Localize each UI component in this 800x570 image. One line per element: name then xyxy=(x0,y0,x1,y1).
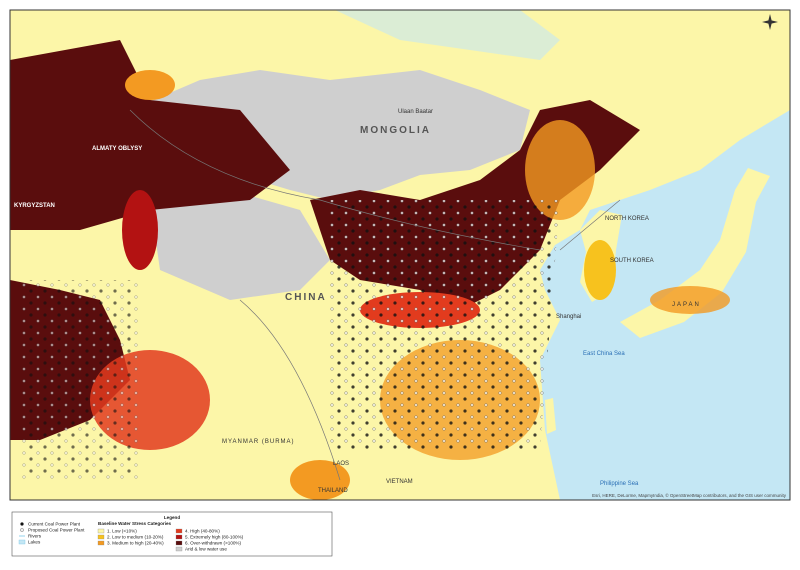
country-label: NORTH KOREA xyxy=(605,216,649,222)
sea-label: East China Sea xyxy=(583,351,625,357)
stress-3 xyxy=(650,286,730,314)
country-label: CHINA xyxy=(285,292,327,303)
legend-swatch xyxy=(175,534,183,540)
legend-label: 3. Medium to high (20-40%) xyxy=(107,541,164,546)
country-label: THAILAND xyxy=(318,488,348,494)
legend-subtitle: Baseline Water Stress Categories xyxy=(98,521,172,526)
sea-label: Philippine Sea xyxy=(600,481,639,487)
legend-swatch xyxy=(175,540,183,546)
legend-symbol xyxy=(18,539,26,545)
country-label: SOUTH KOREA xyxy=(610,258,654,264)
taiwan xyxy=(545,398,556,434)
city-label: Ulaan Baatar xyxy=(398,109,433,115)
legend-label: 4. High (40-80%) xyxy=(185,529,220,534)
power-plants xyxy=(330,200,560,450)
arid-west xyxy=(150,190,330,300)
country-label: LAOS xyxy=(333,461,349,467)
country-label: MONGOLIA xyxy=(360,125,431,136)
region-label: ALMATY OBLYSY xyxy=(92,146,142,152)
north-arrow xyxy=(762,14,778,30)
legend-label: 2. Low to medium (10-20%) xyxy=(107,535,164,540)
legend-swatch xyxy=(97,528,105,534)
city-label: Shanghai xyxy=(556,314,581,320)
legend: Legend Baseline Water Stress Categories … xyxy=(11,511,333,557)
country-label: VIETNAM xyxy=(386,479,413,485)
lake xyxy=(335,10,560,60)
stress-2 xyxy=(584,240,616,300)
legend-label: 6. Over-withdrawn (>100%) xyxy=(185,541,242,546)
legend-label: Rivers xyxy=(28,534,42,539)
map: MONGOLIA Ulaan Baatar CHINA KYRGYZSTAN A… xyxy=(10,10,790,500)
country-label: MYANMAR (BURMA) xyxy=(222,439,295,445)
borders xyxy=(129,109,621,481)
legend-symbol xyxy=(20,528,24,532)
legend-label: 5. Extremely high (80-100%) xyxy=(185,535,244,540)
map-frame xyxy=(9,9,791,501)
legend-label: Proposed Coal Power Plant xyxy=(28,528,85,533)
legend-swatch xyxy=(97,534,105,540)
stress-3 xyxy=(525,120,595,220)
stress-6 xyxy=(10,40,290,230)
power-plants xyxy=(20,280,140,480)
legend-title: Legend xyxy=(164,515,181,520)
stress-5 xyxy=(122,190,158,270)
legend-label: 1. Low (<10%) xyxy=(107,529,137,534)
legend-swatch xyxy=(175,546,183,552)
legend-box xyxy=(11,511,333,557)
legend-swatch xyxy=(175,528,183,534)
country-label: KYRGYZSTAN xyxy=(14,203,55,209)
attribution: Esri, HERE, DeLorme, MapmyIndia, © OpenS… xyxy=(592,492,787,498)
legend-label: Current Coal Power Plant xyxy=(28,522,81,527)
country-label: JAPAN xyxy=(672,302,701,308)
legend-label: Lakes xyxy=(28,540,41,545)
legend-symbol xyxy=(20,522,24,526)
japan xyxy=(620,168,770,338)
legend-label: Arid & low water use xyxy=(185,547,227,552)
stress-3 xyxy=(290,460,350,500)
stress-3 xyxy=(125,70,175,100)
legend-swatch xyxy=(97,540,105,546)
